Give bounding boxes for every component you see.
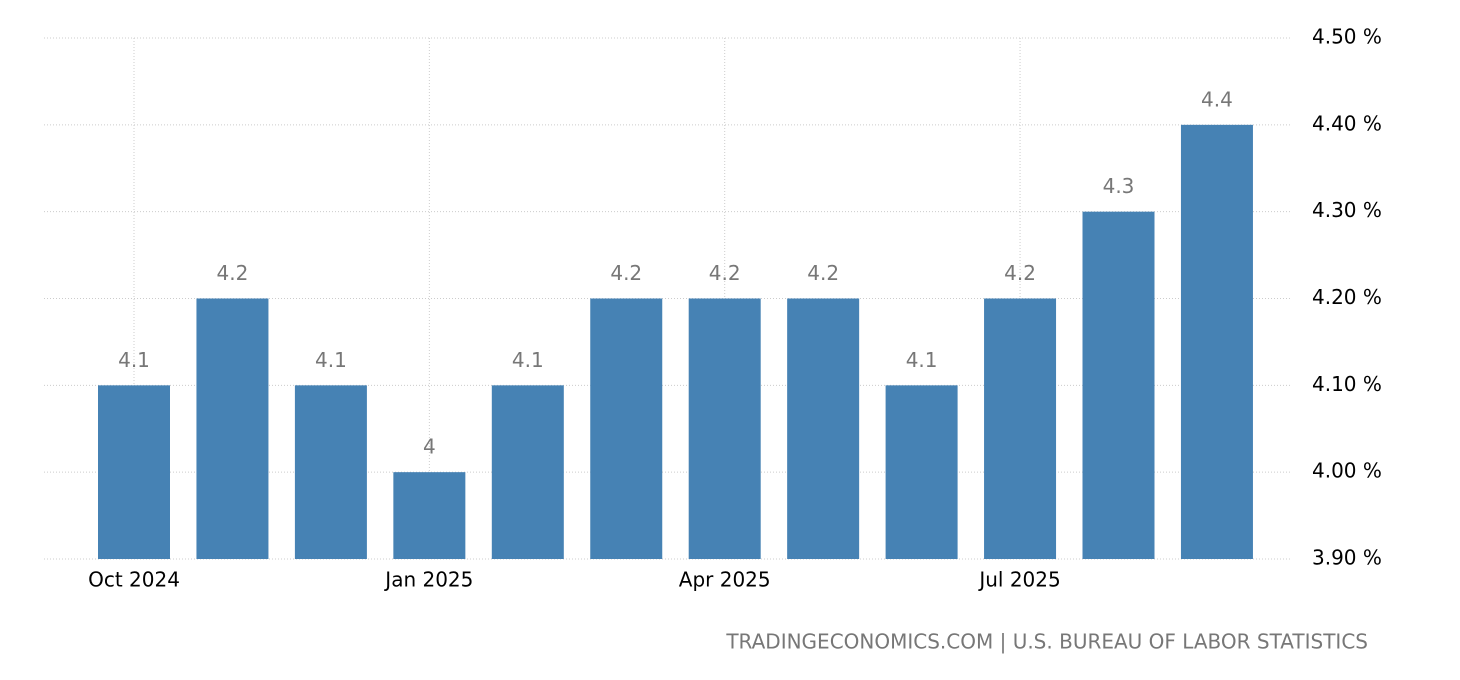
y-tick-label: 4.20 %: [1312, 285, 1382, 309]
bar: [393, 472, 466, 559]
value-label: 4.2: [807, 261, 839, 285]
value-label: 4.1: [512, 348, 544, 372]
bar: [787, 298, 860, 559]
x-tick-label: Apr 2025: [679, 568, 771, 592]
value-label: 4.2: [217, 261, 249, 285]
value-label: 4.2: [709, 261, 741, 285]
bar: [984, 298, 1057, 559]
y-tick-label: 4.10 %: [1312, 372, 1382, 396]
value-label: 4.1: [906, 348, 938, 372]
value-label: 4.2: [1004, 261, 1036, 285]
bar: [885, 385, 958, 559]
bar: [98, 385, 170, 559]
bar: [294, 385, 367, 559]
y-tick-label: 3.90 %: [1312, 546, 1382, 570]
y-tick-label: 4.40 %: [1312, 111, 1382, 135]
value-label: 4.1: [315, 348, 347, 372]
bar: [590, 298, 663, 559]
y-tick-label: 4.30 %: [1312, 198, 1382, 222]
value-label: 4: [423, 435, 436, 459]
source: TRADINGECONOMICS.COM | U.S. BUREAU OF LA…: [725, 630, 1368, 654]
bar: [688, 298, 761, 559]
value-label: 4.4: [1201, 87, 1233, 111]
value-label: 4.1: [118, 348, 150, 372]
bar: [196, 298, 269, 559]
y-tick-label: 4.50 %: [1312, 25, 1382, 49]
x-tick-label: Jan 2025: [383, 568, 473, 592]
bar: [491, 385, 564, 559]
value-label: 4.3: [1103, 174, 1135, 198]
bar: [1180, 124, 1253, 559]
y-tick-label: 4.00 %: [1312, 459, 1382, 483]
value-label: 4.2: [610, 261, 642, 285]
x-tick-label: Jul 2025: [977, 568, 1060, 592]
x-tick-label: Oct 2024: [88, 568, 180, 592]
bar: [1082, 211, 1155, 559]
